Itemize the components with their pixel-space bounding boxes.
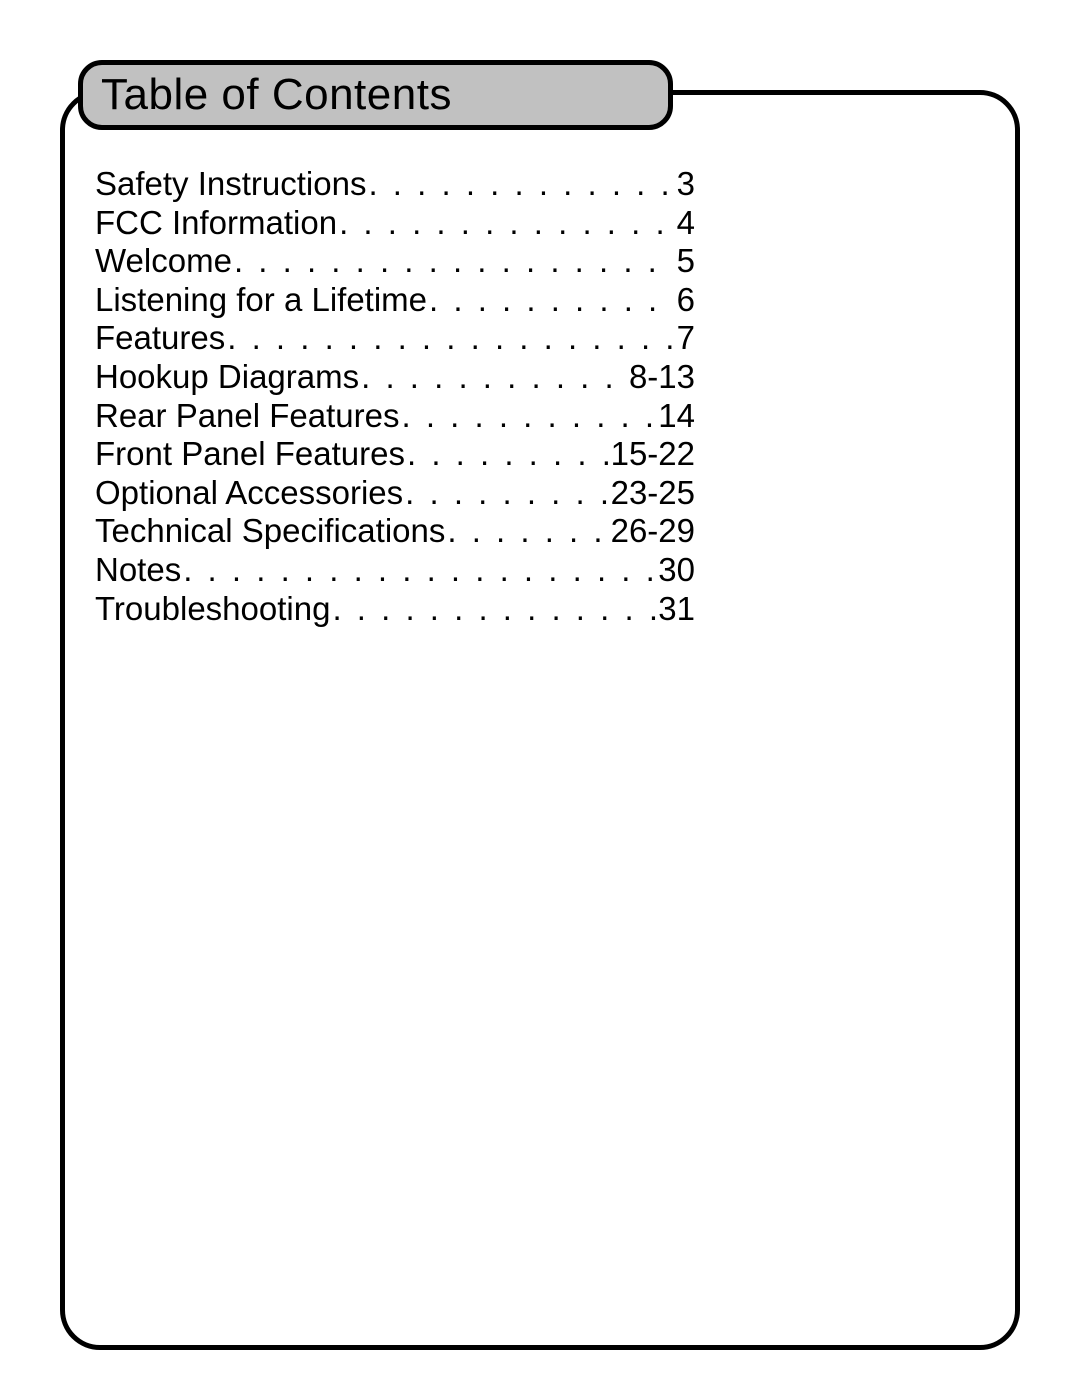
- toc-label: Troubleshooting: [95, 590, 330, 629]
- toc-label: Rear Panel Features: [95, 397, 400, 436]
- page-title: Table of Contents: [101, 70, 452, 120]
- toc-leader-dots: . . . . . . . . . . . . . . . . . . . . …: [427, 281, 675, 320]
- toc-label: Optional Accessories: [95, 474, 403, 513]
- toc-page: 6: [675, 281, 695, 320]
- toc-row: Notes . . . . . . . . . . . . . . . . . …: [95, 551, 695, 590]
- toc-page: 5: [675, 242, 695, 281]
- toc-label: Features: [95, 319, 225, 358]
- toc-list: Safety Instructions . . . . . . . . . . …: [95, 165, 695, 628]
- toc-page: 4: [675, 204, 695, 243]
- toc-label: Notes: [95, 551, 181, 590]
- toc-row: Welcome . . . . . . . . . . . . . . . . …: [95, 242, 695, 281]
- toc-page: 3: [675, 165, 695, 204]
- toc-page: 23-25: [609, 474, 695, 513]
- toc-label: FCC Information: [95, 204, 337, 243]
- toc-page: 7: [675, 319, 695, 358]
- toc-row: Safety Instructions . . . . . . . . . . …: [95, 165, 695, 204]
- toc-row: FCC Information . . . . . . . . . . . . …: [95, 204, 695, 243]
- toc-row: Listening for a Lifetime . . . . . . . .…: [95, 281, 695, 320]
- toc-page: 14: [656, 397, 695, 436]
- toc-page: 31: [656, 590, 695, 629]
- toc-row: Troubleshooting . . . . . . . . . . . . …: [95, 590, 695, 629]
- toc-label: Front Panel Features: [95, 435, 405, 474]
- toc-row: Front Panel Features . . . . . . . . . .…: [95, 435, 695, 474]
- toc-row: Features . . . . . . . . . . . . . . . .…: [95, 319, 695, 358]
- toc-leader-dots: . . . . . . . . . . . . . . . . . . . . …: [400, 397, 657, 436]
- toc-row: Rear Panel Features . . . . . . . . . . …: [95, 397, 695, 436]
- toc-page: 26-29: [609, 512, 695, 551]
- toc-row: Technical Specifications . . . . . . . .…: [95, 512, 695, 551]
- toc-page: 8-13: [627, 358, 695, 397]
- toc-leader-dots: . . . . . . . . . . . . . . . . . . . . …: [403, 474, 608, 513]
- toc-row: Hookup Diagrams . . . . . . . . . . . . …: [95, 358, 695, 397]
- toc-page: 15-22: [609, 435, 695, 474]
- toc-leader-dots: . . . . . . . . . . . . . . . . . . . . …: [366, 165, 674, 204]
- toc-leader-dots: . . . . . . . . . . . . . . . . . . . . …: [337, 204, 675, 243]
- toc-leader-dots: . . . . . . . . . . . . . . . . . . . . …: [181, 551, 656, 590]
- toc-leader-dots: . . . . . . . . . . . . . . . . . . . . …: [405, 435, 609, 474]
- toc-label: Safety Instructions: [95, 165, 366, 204]
- toc-leader-dots: . . . . . . . . . . . . . . . . . . . . …: [359, 358, 627, 397]
- toc-leader-dots: . . . . . . . . . . . . . . . . . . . . …: [445, 512, 608, 551]
- toc-leader-dots: . . . . . . . . . . . . . . . . . . . . …: [330, 590, 656, 629]
- toc-label: Technical Specifications: [95, 512, 445, 551]
- toc-leader-dots: . . . . . . . . . . . . . . . . . . . . …: [225, 319, 674, 358]
- title-tab: Table of Contents: [78, 60, 673, 130]
- toc-leader-dots: . . . . . . . . . . . . . . . . . . . . …: [232, 242, 675, 281]
- toc-row: Optional Accessories . . . . . . . . . .…: [95, 474, 695, 513]
- toc-label: Hookup Diagrams: [95, 358, 359, 397]
- toc-label: Welcome: [95, 242, 232, 281]
- toc-label: Listening for a Lifetime: [95, 281, 427, 320]
- toc-page: 30: [656, 551, 695, 590]
